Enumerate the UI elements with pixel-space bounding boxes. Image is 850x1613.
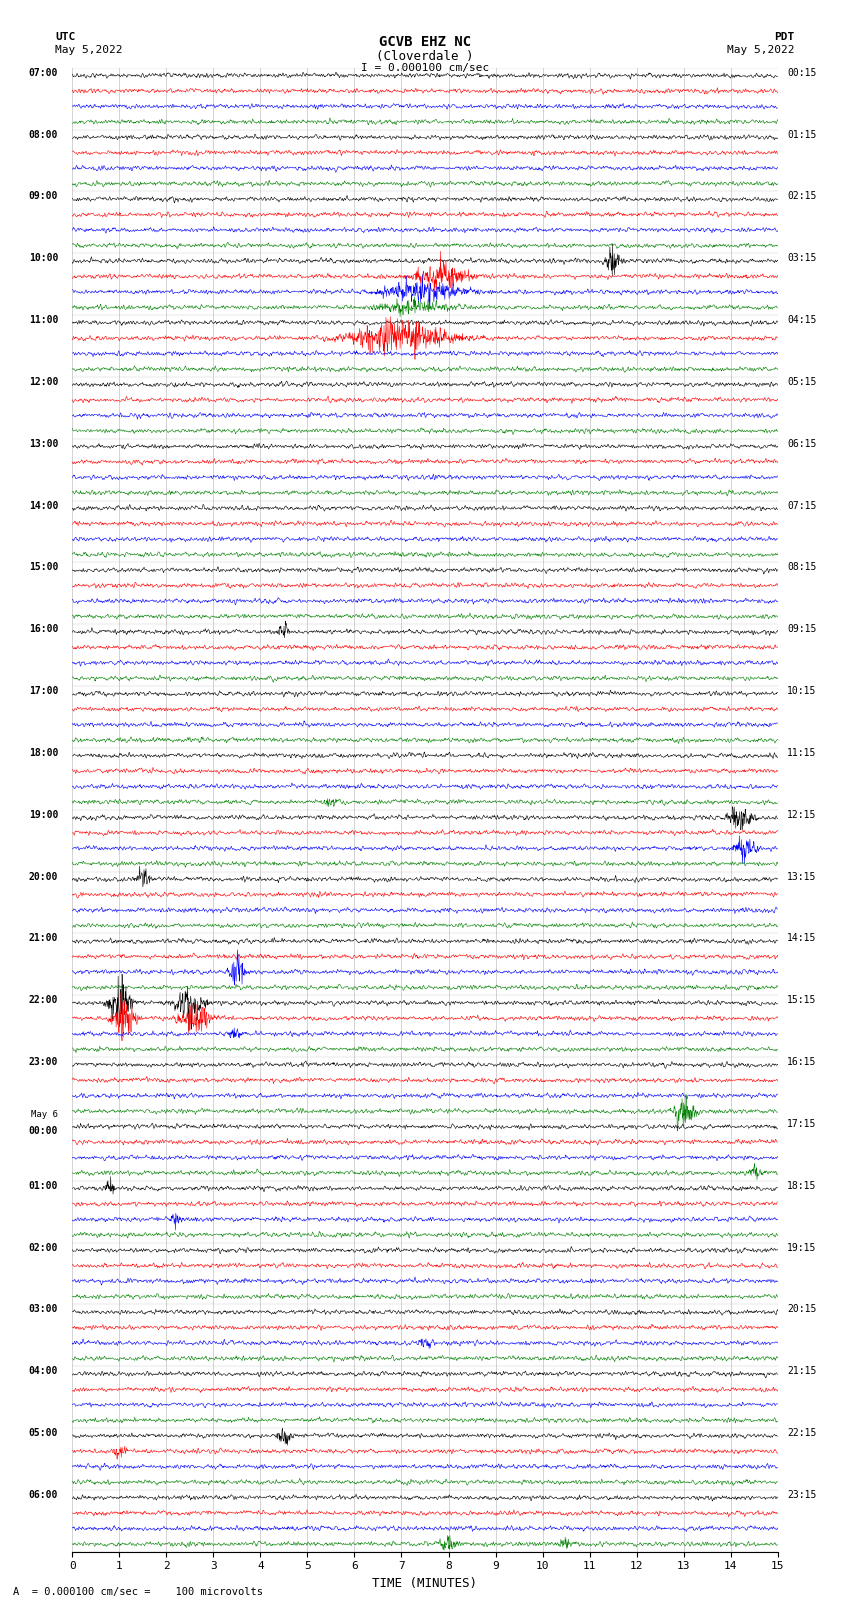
Text: 13:15: 13:15 (787, 871, 817, 882)
Text: 16:00: 16:00 (29, 624, 58, 634)
Text: 16:15: 16:15 (787, 1057, 817, 1068)
Text: 03:15: 03:15 (787, 253, 817, 263)
Text: 17:15: 17:15 (787, 1119, 817, 1129)
Text: 22:00: 22:00 (29, 995, 58, 1005)
Text: A  = 0.000100 cm/sec =    100 microvolts: A = 0.000100 cm/sec = 100 microvolts (13, 1587, 263, 1597)
Text: May 6: May 6 (31, 1110, 58, 1119)
Text: GCVB EHZ NC: GCVB EHZ NC (379, 35, 471, 50)
Text: 19:00: 19:00 (29, 810, 58, 819)
Text: 03:00: 03:00 (29, 1305, 58, 1315)
Text: 01:15: 01:15 (787, 129, 817, 140)
Text: 23:00: 23:00 (29, 1057, 58, 1068)
Text: 02:15: 02:15 (787, 192, 817, 202)
Text: 22:15: 22:15 (787, 1428, 817, 1439)
Text: 05:00: 05:00 (29, 1428, 58, 1439)
Text: 20:15: 20:15 (787, 1305, 817, 1315)
Text: 15:15: 15:15 (787, 995, 817, 1005)
Text: 21:15: 21:15 (787, 1366, 817, 1376)
Text: 13:00: 13:00 (29, 439, 58, 448)
Text: 20:00: 20:00 (29, 871, 58, 882)
Text: 02:00: 02:00 (29, 1242, 58, 1253)
Text: 10:00: 10:00 (29, 253, 58, 263)
Text: 12:00: 12:00 (29, 377, 58, 387)
Text: 09:15: 09:15 (787, 624, 817, 634)
Text: UTC: UTC (55, 32, 76, 42)
Text: 23:15: 23:15 (787, 1490, 817, 1500)
Text: 04:15: 04:15 (787, 315, 817, 326)
Text: 07:15: 07:15 (787, 500, 817, 511)
Text: 08:15: 08:15 (787, 563, 817, 573)
Text: 04:00: 04:00 (29, 1366, 58, 1376)
X-axis label: TIME (MINUTES): TIME (MINUTES) (372, 1578, 478, 1590)
Text: 01:00: 01:00 (29, 1181, 58, 1190)
Text: 12:15: 12:15 (787, 810, 817, 819)
Text: PDT: PDT (774, 32, 795, 42)
Text: 11:00: 11:00 (29, 315, 58, 326)
Text: 07:00: 07:00 (29, 68, 58, 77)
Text: 18:00: 18:00 (29, 748, 58, 758)
Text: 08:00: 08:00 (29, 129, 58, 140)
Text: 05:15: 05:15 (787, 377, 817, 387)
Text: May 5,2022: May 5,2022 (728, 45, 795, 55)
Text: 06:15: 06:15 (787, 439, 817, 448)
Text: 09:00: 09:00 (29, 192, 58, 202)
Text: 18:15: 18:15 (787, 1181, 817, 1190)
Text: 15:00: 15:00 (29, 563, 58, 573)
Text: 00:15: 00:15 (787, 68, 817, 77)
Text: May 5,2022: May 5,2022 (55, 45, 122, 55)
Text: 17:00: 17:00 (29, 686, 58, 697)
Text: 14:00: 14:00 (29, 500, 58, 511)
Text: I = 0.000100 cm/sec: I = 0.000100 cm/sec (361, 63, 489, 73)
Text: 21:00: 21:00 (29, 934, 58, 944)
Text: 14:15: 14:15 (787, 934, 817, 944)
Text: 10:15: 10:15 (787, 686, 817, 697)
Text: (Cloverdale ): (Cloverdale ) (377, 50, 473, 63)
Text: 19:15: 19:15 (787, 1242, 817, 1253)
Text: 00:00: 00:00 (29, 1126, 58, 1136)
Text: 06:00: 06:00 (29, 1490, 58, 1500)
Text: 11:15: 11:15 (787, 748, 817, 758)
